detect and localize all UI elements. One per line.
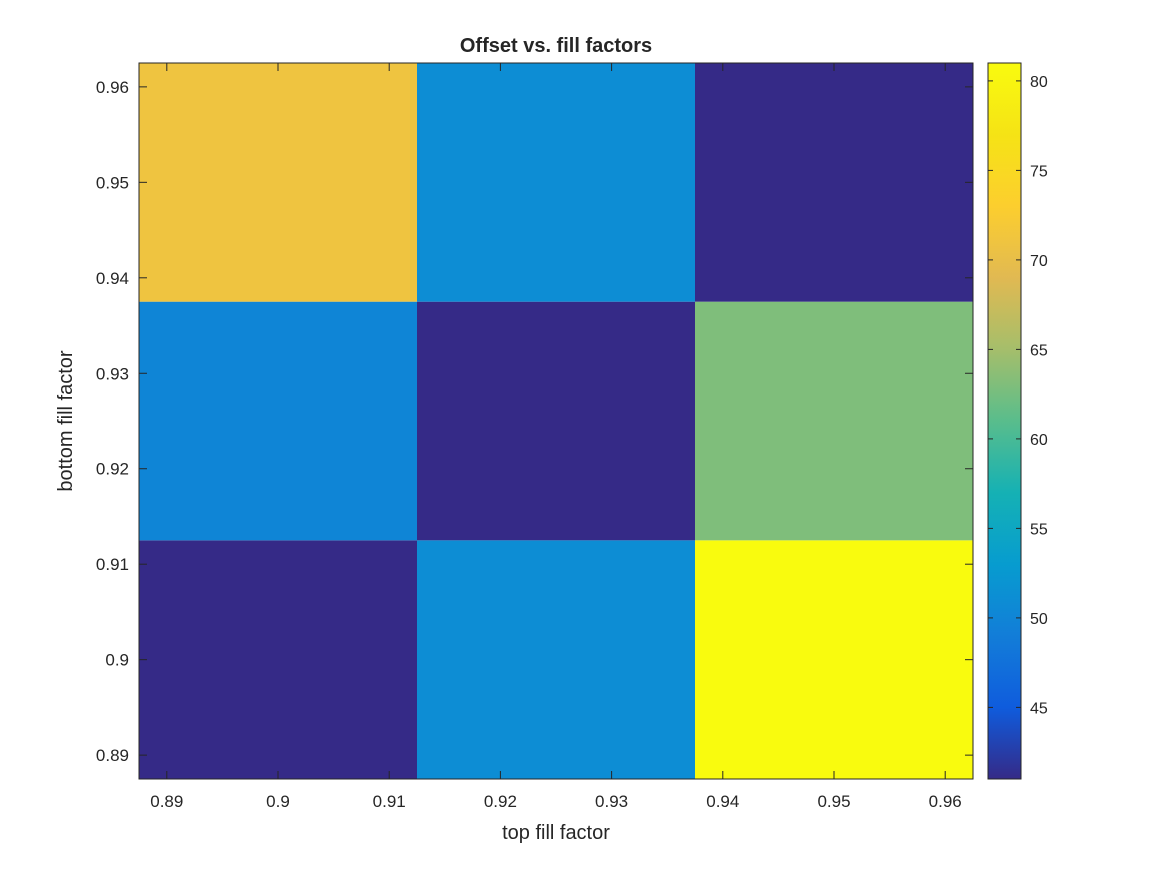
y-tick-label: 0.95: [96, 173, 129, 192]
x-tick-label: 0.91: [373, 792, 406, 811]
axes-box: [138, 62, 974, 780]
heatmap-cell: [417, 301, 695, 541]
heatmap-cell: [695, 540, 973, 779]
y-tick-label: 0.89: [96, 746, 129, 765]
x-tick-label: 0.89: [150, 792, 183, 811]
x-axis-ticks: 0.89 0.9 0.91 0.92 0.93 0.94 0.95 0.96: [150, 63, 962, 811]
heatmap-cell: [695, 301, 973, 541]
x-tick-label: 0.96: [929, 792, 962, 811]
x-tick-label: 0.94: [706, 792, 739, 811]
heatmap-cell: [139, 540, 417, 779]
x-axis-label: top fill factor: [502, 822, 610, 844]
y-tick-label: 0.9: [105, 651, 129, 670]
colorbar-ticks: 45 50 55 60 65 70 75 80: [988, 74, 1048, 717]
y-tick-label: 0.96: [96, 78, 129, 97]
heatmap-cell: [139, 301, 417, 541]
y-tick-label: 0.94: [96, 269, 129, 288]
colorbar-tick-label: 55: [1030, 521, 1048, 538]
y-tick-label: 0.93: [96, 364, 129, 383]
colorbar-tick-label: 70: [1030, 253, 1048, 270]
heatmap-cell: [139, 63, 417, 302]
x-tick-label: 0.95: [817, 792, 850, 811]
colorbar-tick-label: 80: [1030, 74, 1048, 91]
colorbar-tick-label: 65: [1030, 342, 1048, 359]
y-tick-label: 0.92: [96, 460, 129, 479]
heatmap-cell: [417, 63, 695, 302]
colorbar-tick-label: 75: [1030, 163, 1048, 180]
x-tick-label: 0.92: [484, 792, 517, 811]
colorbar-tick-label: 50: [1030, 611, 1048, 628]
heatmap-cell: [417, 540, 695, 779]
colorbar-tick-label: 60: [1030, 432, 1048, 449]
heatmap-cells: [139, 63, 973, 779]
colorbar-tick-label: 45: [1030, 700, 1048, 717]
x-tick-label: 0.93: [595, 792, 628, 811]
y-tick-label: 0.91: [96, 555, 129, 574]
colorbar: [987, 62, 1022, 780]
x-tick-label: 0.9: [266, 792, 290, 811]
y-axis-ticks: 0.89 0.9 0.91 0.92 0.93 0.94 0.95 0.96: [96, 78, 973, 765]
y-axis-label: bottom fill factor: [55, 350, 77, 492]
chart-title: Offset vs. fill factors: [460, 35, 652, 57]
heatmap-cell: [695, 63, 973, 302]
